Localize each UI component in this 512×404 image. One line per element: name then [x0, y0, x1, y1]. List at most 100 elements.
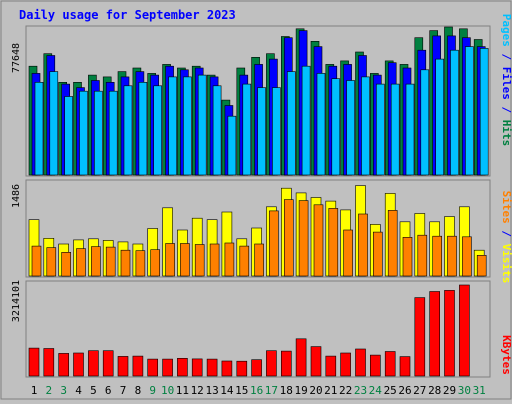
x-axis-day-label: 31 — [473, 384, 486, 397]
panel-hits-pages-bar — [79, 90, 88, 176]
chart-title: Daily usage for September 2023 — [19, 8, 236, 22]
panel-kbytes-kbytes-bar — [132, 355, 144, 377]
panel-kbytes-kbytes-bar — [58, 353, 70, 377]
panel-kbytes-kbytes-bar — [43, 348, 55, 377]
x-axis-day-label: 24 — [369, 384, 383, 397]
panel-kbytes-kbytes-bar — [147, 358, 158, 377]
panel-visits-sites-bar — [358, 213, 368, 277]
panel-visits-sites-bar — [343, 229, 353, 277]
panel-visits-legend-visits: Visits — [500, 244, 512, 284]
panel-visits-bars — [28, 185, 487, 277]
panel-kbytes-kbytes-bar — [221, 360, 233, 377]
panel-hits-bars — [28, 26, 489, 176]
panel-visits-sites-bar — [476, 255, 487, 277]
panel-visits-sites-bar — [31, 245, 42, 277]
x-axis-day-label: 26 — [398, 384, 411, 397]
panel-kbytes: 3214101 KBytes — [11, 280, 512, 378]
panel-visits-sites-bar — [105, 246, 116, 277]
panel-hits-pages-bar — [361, 76, 370, 176]
panel-visits-sites-bar — [447, 235, 457, 277]
panel-hits-files-pages: 77648 Pages / Files / Hits — [11, 14, 512, 177]
panel-kbytes-kbytes-bar — [251, 359, 262, 377]
x-axis-day-label: 21 — [324, 384, 337, 397]
panel-visits-sites-bar — [91, 246, 101, 277]
panel-kbytes-kbytes-bar — [162, 358, 173, 377]
panel-visits-sites-bar — [61, 252, 72, 277]
panel-kbytes-kbytes-bar — [266, 350, 277, 377]
panel-visits-sites-bar — [209, 243, 220, 277]
x-axis-day-label: 12 — [191, 384, 204, 397]
panel-visits-sites-bar — [269, 210, 279, 277]
x-axis-day-label: 25 — [384, 384, 397, 397]
panel-kbytes-legend-kbytes: KBytes — [500, 335, 512, 375]
panel-kbytes-kbytes-bar — [280, 350, 292, 377]
panel-hits-pages-bar — [227, 115, 237, 176]
panel-hits-pages-bar — [286, 71, 296, 176]
x-axis-day-label: 20 — [309, 384, 322, 397]
panel-sites-visits: 1486 Sites / Visits — [11, 179, 512, 284]
x-axis-day-label: 7 — [120, 384, 127, 397]
panel-visits-sites-bar — [239, 245, 250, 277]
panel-hits-pages-bar — [212, 85, 222, 176]
panel-hits-pages-bar — [316, 73, 326, 176]
panel-hits-pages-bar — [64, 96, 73, 176]
panel-visits-sites-bar — [76, 248, 86, 277]
panel-hits-pages-bar — [168, 76, 177, 176]
x-axis-day-label: 17 — [265, 384, 278, 397]
panel-visits-sites-bar — [254, 243, 264, 277]
panel-kbytes-kbytes-bar — [206, 358, 218, 377]
panel-hits-pages-bar — [153, 85, 162, 176]
panel-hits-pages-bar — [331, 78, 341, 176]
panel-kbytes-kbytes-bar — [340, 352, 351, 377]
x-axis-day-label: 16 — [250, 384, 263, 397]
panel-visits-legend: Sites / Visits — [500, 191, 512, 284]
x-axis-day-label: 30 — [458, 384, 471, 397]
panel-hits-pages-bar — [108, 90, 118, 176]
panel-kbytes-kbytes-bar — [117, 356, 129, 377]
panel-hits-legend-text: Pages / Files / Hits — [500, 14, 512, 147]
panel-hits-pages-bar — [465, 46, 474, 176]
panel-hits-pages-bar — [346, 80, 355, 176]
panel-kbytes-kbytes-bar — [459, 284, 470, 377]
panel-hits-legend: Pages / Files / Hits — [500, 14, 512, 147]
panel-hits-pages-bar — [390, 83, 400, 176]
panel-visits-sites-bar — [372, 231, 383, 277]
x-axis-day-labels: 1 2 3 4 5 6 7 8 9 10 11 12 13 14 15 16 17 18 19 20 21 22 23 24 2… — [31, 384, 486, 397]
panel-visits-sites-bar — [313, 204, 324, 277]
x-axis-day-label: 14 — [220, 384, 234, 397]
panel-hits-pages-bar — [94, 90, 103, 176]
panel-visits-sites-bar — [298, 200, 309, 277]
panel-hits-pages-bar — [375, 83, 385, 176]
x-axis-day-label: 3 — [60, 384, 67, 397]
panel-kbytes-kbytes-bar — [444, 290, 455, 377]
panel-hits-legend-hits: Hits — [500, 120, 512, 147]
panel-visits-sites-bar — [417, 234, 428, 277]
panel-hits-pages-bar — [197, 74, 207, 176]
panel-kbytes-kbytes-bar — [236, 360, 248, 377]
x-axis-day-label: 8 — [135, 384, 142, 397]
panel-visits-sites-bar — [402, 237, 413, 277]
x-axis-day-label: 6 — [105, 384, 112, 397]
panel-hits-legend-files: Files — [500, 67, 512, 100]
panel-visits-legend-separator: / — [500, 224, 512, 244]
panel-visits-legend-text: Sites / Visits — [500, 191, 512, 284]
panel-hits-pages-bar — [123, 85, 133, 176]
panel-kbytes-kbytes-bar — [310, 346, 322, 377]
x-axis-day-label: 11 — [176, 384, 189, 397]
panel-kbytes-legend: KBytes — [500, 335, 512, 375]
panel-hits-legend-separator: / — [500, 47, 512, 67]
panel-kbytes-kbytes-bar — [429, 291, 441, 377]
panel-hits-pages-bar — [272, 87, 281, 176]
panel-visits-y-tick-label: 1486 — [11, 184, 22, 208]
x-axis-day-label: 23 — [354, 384, 367, 397]
panel-hits-pages-bar — [405, 83, 415, 176]
panel-visits-sites-bar — [283, 199, 294, 277]
panel-hits-pages-bar — [34, 82, 44, 176]
panel-kbytes-kbytes-bar — [414, 297, 426, 377]
x-axis-day-label: 15 — [235, 384, 248, 397]
panel-visits-sites-bar — [194, 244, 205, 277]
panel-hits-pages-bar — [49, 71, 59, 176]
panel-hits-pages-bar — [450, 49, 459, 176]
panel-visits-sites-bar — [180, 243, 190, 277]
panel-hits-pages-bar — [420, 69, 430, 176]
